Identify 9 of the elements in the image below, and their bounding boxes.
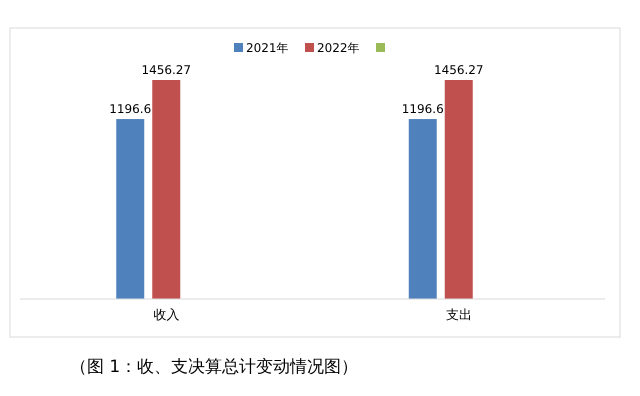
- data-label: 1456.27: [434, 63, 484, 77]
- x-tick-label: 支出: [446, 308, 472, 323]
- x-tick-label: 收入: [153, 308, 180, 323]
- text: （图 1：收、支决算总计变动情况图）: [70, 357, 358, 377]
- data-label: 1456.27: [141, 63, 192, 77]
- data-label: 1196.6: [402, 102, 444, 116]
- legend-label: 2021年: [246, 41, 289, 55]
- data-label: 1196.6: [109, 102, 152, 116]
- legend-label: 2022年: [317, 41, 360, 55]
